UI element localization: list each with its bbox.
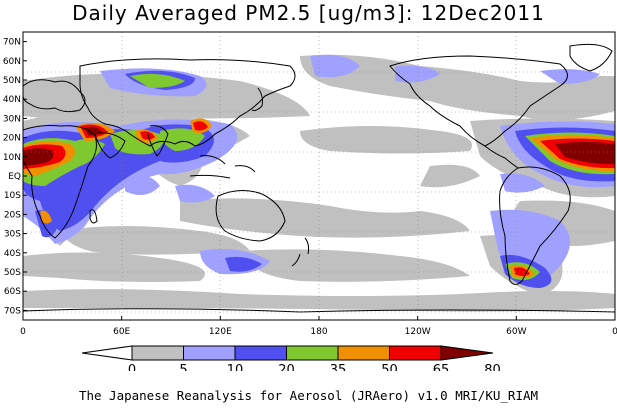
colorbar-label: 5	[179, 363, 187, 371]
colorbar-label: 10	[227, 363, 244, 371]
coastlines	[23, 43, 615, 313]
gridlines	[23, 32, 615, 320]
lat-tick-label: EQ	[8, 172, 21, 182]
lat-tick-label: 40S	[4, 249, 21, 259]
lat-tick-label: 10S	[4, 191, 21, 201]
colorbar-label: 50	[381, 363, 398, 371]
colorbar-arrow-low	[81, 345, 133, 361]
pm25-level-over-80	[23, 126, 615, 166]
pm25-map-figure: 70N 60N 50N 40N 30N 20N 10N EQ 10S 20S 30S 40S 50S 60…	[3, 31, 617, 371]
colorbar-swatch	[286, 345, 339, 361]
longitude-axis: 0 60E 120E 180 120W 60W 0	[20, 316, 617, 337]
credit-line: The Japanese Reanalysis for Aerosol (JRA…	[78, 388, 539, 403]
lat-tick-label: 50N	[3, 76, 21, 86]
colorbar-label: 65	[433, 363, 450, 371]
lat-tick-label: 10N	[3, 153, 21, 163]
colorbar-swatch	[389, 345, 442, 361]
lat-tick-label: 30S	[4, 230, 21, 240]
colorbar-label: 35	[330, 363, 347, 371]
lon-tick-label: 120W	[405, 327, 431, 337]
colorbar-label: 80	[484, 363, 501, 371]
colorbar-swatch	[131, 345, 184, 361]
colorbar-swatch	[337, 345, 390, 361]
lon-tick-label: 60W	[506, 327, 526, 337]
lat-tick-label: 40N	[3, 95, 21, 105]
colorbar-arrow-high	[440, 345, 494, 361]
lat-tick-label: 70S	[4, 306, 21, 316]
lon-tick-label: 60E	[113, 327, 130, 337]
lat-tick-label: 70N	[3, 38, 21, 48]
lat-tick-label: 20N	[3, 134, 21, 144]
lon-tick-label: 0	[20, 327, 26, 337]
lat-tick-label: 20S	[4, 210, 21, 220]
lat-tick-label: 30N	[3, 114, 21, 124]
colorbar: 0 5 10 20 35 50 65 80	[81, 345, 501, 371]
lon-tick-label: 180	[310, 327, 327, 337]
lon-tick-label: 120E	[209, 327, 232, 337]
colorbar-swatch	[183, 345, 236, 361]
map-title: Daily Averaged PM2.5 [ug/m3]: 12Dec2011	[72, 1, 545, 25]
colorbar-swatch	[234, 345, 287, 361]
map-panel: 70N 60N 50N 40N 30N 20N 10N EQ 10S 20S 30S 40S 50S 60…	[3, 31, 617, 337]
lat-tick-label: 60N	[3, 57, 21, 67]
colorbar-label: 20	[278, 363, 295, 371]
lat-tick-label: 60S	[4, 287, 21, 297]
latitude-axis: 70N 60N 50N 40N 30N 20N 10N EQ 10S 20S 30S 40S 50S 60…	[3, 38, 27, 316]
lat-tick-label: 50S	[4, 268, 21, 278]
lon-tick-label: 0	[612, 327, 617, 337]
colorbar-label: 0	[128, 363, 136, 371]
